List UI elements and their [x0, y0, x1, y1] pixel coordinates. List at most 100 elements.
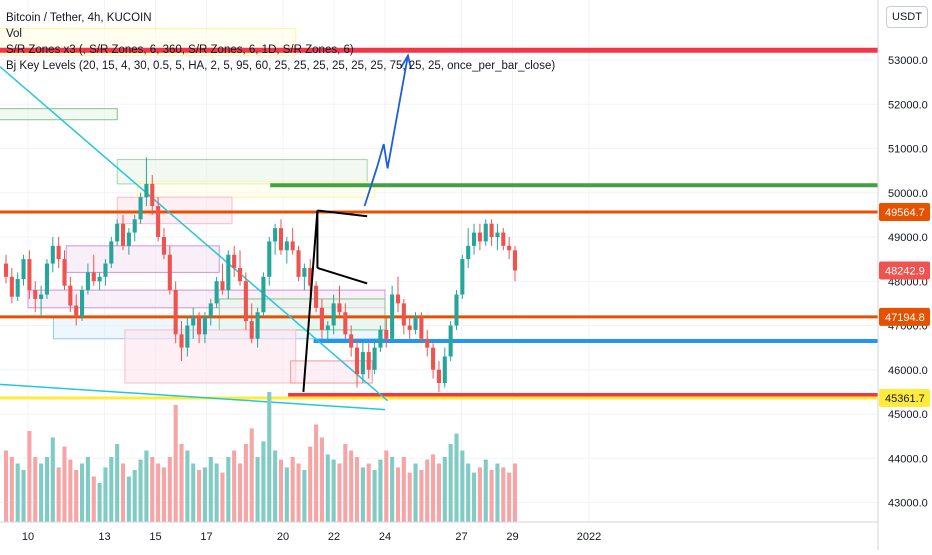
volume-bar: [62, 446, 67, 522]
volume-bar: [319, 437, 324, 522]
volume-bar: [85, 457, 90, 522]
volume-bar: [384, 450, 389, 522]
volume-bar: [471, 472, 477, 522]
volume-bar: [378, 459, 383, 522]
volume-bar: [132, 470, 137, 522]
x-tick-label: 15: [149, 531, 161, 543]
candle-body: [237, 267, 243, 282]
candle-body: [483, 223, 488, 242]
price-badge-label: 45361.7: [885, 393, 925, 405]
price-badge: [879, 203, 930, 222]
candle-body: [109, 241, 114, 264]
x-tick-label: 27: [455, 531, 467, 543]
volume-bar: [109, 457, 114, 522]
volume-bar: [120, 463, 126, 522]
volume-bar: [214, 463, 219, 522]
candle-body: [226, 254, 231, 291]
candle-body: [243, 281, 248, 322]
volume-bar: [512, 463, 518, 522]
candle-body: [460, 259, 465, 295]
candle-body: [255, 312, 260, 339]
volume-bar: [337, 463, 342, 522]
volume-bar: [495, 463, 500, 522]
candle-body: [97, 276, 102, 282]
volume-bar: [296, 463, 301, 522]
price-badge-label: 49564.7: [885, 207, 925, 219]
volume-bar: [185, 450, 190, 522]
volume-bar: [448, 444, 453, 522]
volume-bar: [466, 463, 471, 522]
candle-body: [354, 347, 360, 375]
y-tick-label: 43000.0: [888, 498, 928, 510]
sr-zone: [124, 329, 297, 384]
candle-body: [466, 245, 471, 260]
candle-body: [3, 263, 9, 277]
candle-body: [267, 241, 272, 277]
volume-indicator-label[interactable]: Vol: [6, 28, 22, 40]
volume-bar: [407, 472, 412, 522]
price-badge: [879, 307, 930, 326]
volume-bar: [21, 470, 26, 522]
currency-button[interactable]: USDT: [886, 6, 928, 28]
volume-bar: [390, 457, 395, 522]
volume-bar: [314, 424, 319, 522]
volume-bar: [115, 444, 120, 522]
candle-body: [91, 272, 96, 282]
sr-zones-indicator-label[interactable]: S/R Zones x3 (, S/R Zones, 6, 360, S/R Z…: [6, 44, 354, 56]
price-badge: [879, 261, 930, 280]
candle-body: [296, 250, 301, 277]
candle-body: [220, 281, 225, 291]
candle-body: [132, 219, 137, 233]
projection-arrow: [363, 55, 409, 207]
candle-body: [471, 232, 477, 246]
volume-bar: [9, 457, 14, 522]
volume-bar: [278, 459, 284, 522]
volume-bar: [144, 450, 149, 522]
candle-body: [436, 369, 441, 384]
volume-bar: [413, 463, 418, 522]
candle-body: [413, 316, 418, 330]
candle-body: [501, 232, 506, 246]
candle-body: [27, 259, 32, 291]
volume-bar: [419, 470, 424, 522]
candle-body: [115, 223, 120, 242]
candle-body: [144, 183, 149, 198]
sr-zone: [116, 159, 368, 185]
candle-body: [173, 290, 178, 335]
candle-body: [325, 325, 330, 330]
bj-key-levels-indicator-label[interactable]: Bj Key Levels (20, 15, 4, 30, 0.5, 5, HA…: [6, 60, 556, 72]
candle-body: [150, 183, 155, 207]
volume-bar: [501, 467, 506, 522]
arrow-head: [400, 53, 412, 69]
candle-body: [120, 223, 126, 246]
candle-body: [85, 272, 90, 291]
volume-bar: [161, 467, 167, 522]
flag-bottom: [317, 267, 368, 285]
volume-bar: [255, 457, 260, 522]
x-tick-label: 17: [200, 531, 212, 543]
candle-body: [21, 259, 26, 280]
x-tick-label: 29: [506, 531, 518, 543]
candle-body: [56, 245, 61, 260]
volume-bar: [50, 437, 55, 522]
volume-bar: [349, 450, 354, 522]
candle-body: [249, 321, 254, 339]
candle-body: [489, 223, 494, 237]
volume-bar: [425, 459, 430, 522]
candle-body: [80, 290, 85, 317]
x-tick-label: 13: [98, 531, 110, 543]
volume-bar: [360, 467, 365, 522]
candle-body: [156, 206, 161, 237]
price-badge: [879, 388, 930, 407]
candle-body: [314, 285, 319, 308]
candle-body: [390, 294, 395, 339]
symbol-title[interactable]: Bitcoin / Tether, 4h, KUCOIN: [6, 12, 152, 24]
candle-body: [337, 303, 342, 313]
candle-body: [419, 316, 424, 339]
candle-body: [284, 241, 289, 251]
y-tick-label: 51000.0: [888, 144, 928, 156]
volume-bar: [208, 457, 213, 522]
volume-bar: [91, 476, 96, 522]
